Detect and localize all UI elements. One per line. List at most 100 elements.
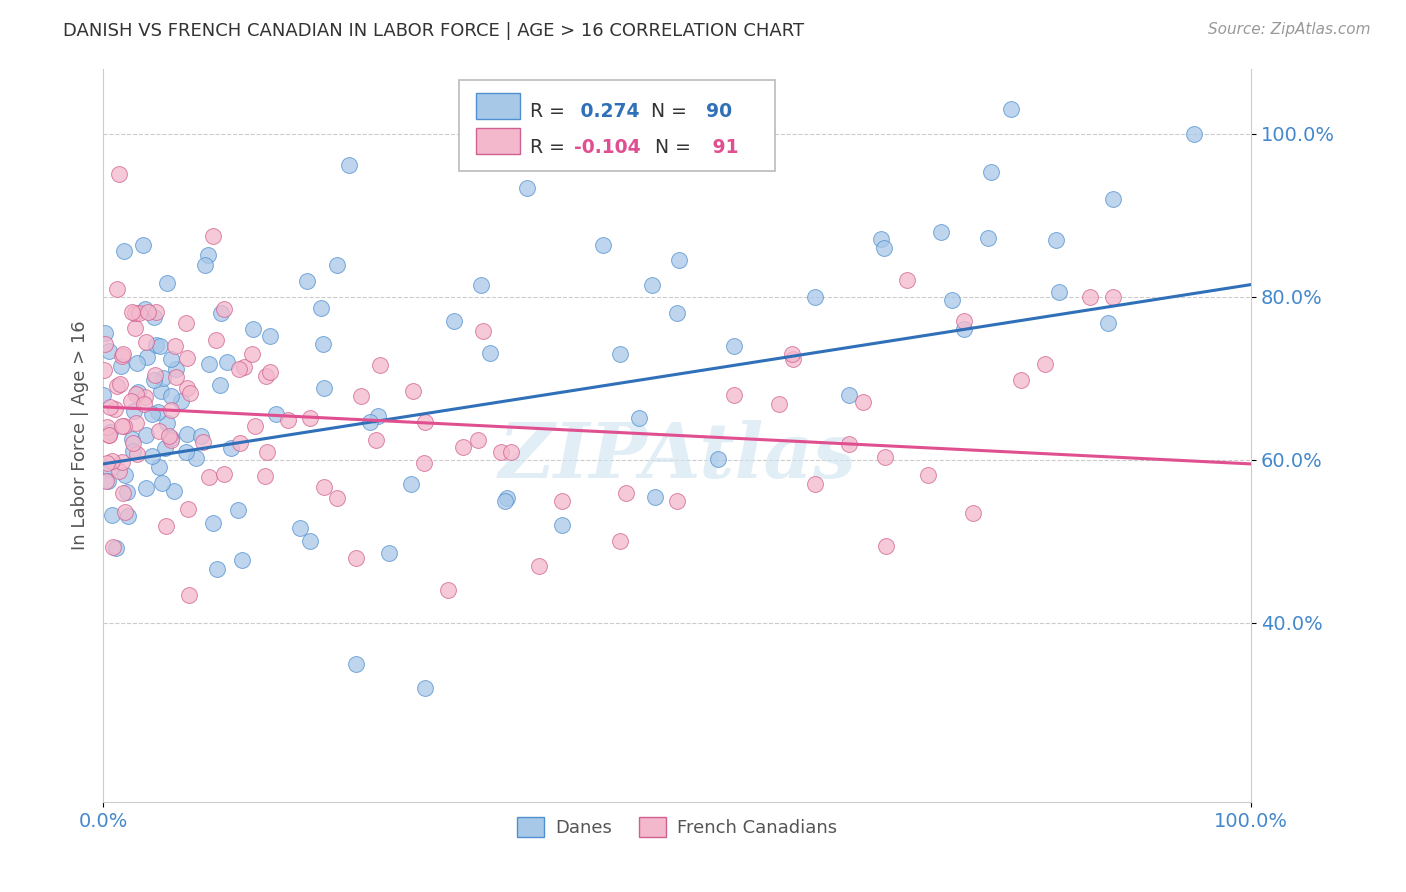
Point xyxy=(159,428,181,442)
Point xyxy=(443,314,465,328)
Point xyxy=(614,486,637,500)
Point xyxy=(127,385,149,400)
Point xyxy=(148,339,170,353)
Point xyxy=(366,434,388,448)
Point xyxy=(231,553,253,567)
Point xyxy=(135,428,157,442)
Point xyxy=(104,401,127,416)
Point xyxy=(117,509,139,524)
Point xyxy=(98,462,121,476)
Point xyxy=(529,558,551,573)
Point xyxy=(592,238,614,252)
Point xyxy=(112,485,135,500)
Point xyxy=(1097,316,1119,330)
Point xyxy=(98,427,121,442)
Point xyxy=(1182,127,1205,141)
Point xyxy=(110,359,132,374)
Point xyxy=(666,493,689,508)
Point xyxy=(240,347,263,361)
Point xyxy=(148,424,170,438)
Text: ZIPAtlas: ZIPAtlas xyxy=(498,420,856,494)
Point xyxy=(111,418,134,433)
Point xyxy=(174,316,197,330)
Point xyxy=(155,519,177,533)
Point xyxy=(399,476,422,491)
Point xyxy=(723,387,745,401)
Point xyxy=(402,384,425,398)
Point xyxy=(159,403,181,417)
Point xyxy=(228,361,250,376)
Point xyxy=(668,252,690,267)
Point xyxy=(953,322,976,336)
Point xyxy=(359,415,381,429)
Point xyxy=(176,502,198,516)
Point xyxy=(1102,290,1125,304)
Point xyxy=(174,445,197,459)
Point xyxy=(165,370,187,384)
Point xyxy=(112,418,135,433)
Point xyxy=(298,410,321,425)
Point xyxy=(94,326,117,341)
Point xyxy=(780,347,803,361)
Point xyxy=(112,347,135,361)
Point xyxy=(197,357,219,371)
Point xyxy=(609,347,631,361)
Point xyxy=(838,436,860,450)
Point xyxy=(496,491,519,505)
Point xyxy=(141,408,163,422)
Point xyxy=(143,374,166,388)
Point xyxy=(156,417,179,431)
Point xyxy=(609,534,631,549)
Point xyxy=(378,546,401,560)
Point xyxy=(112,244,135,258)
Point xyxy=(141,449,163,463)
Point xyxy=(160,389,183,403)
Point xyxy=(259,329,281,343)
Point xyxy=(101,508,124,522)
Point xyxy=(412,456,434,470)
Point xyxy=(350,389,373,403)
Point xyxy=(344,657,367,671)
Text: R =: R = xyxy=(530,103,571,121)
Point xyxy=(768,397,790,411)
Point xyxy=(217,354,239,368)
Point xyxy=(96,456,118,470)
Point xyxy=(804,477,827,491)
Point xyxy=(115,485,138,500)
Point xyxy=(1000,103,1022,117)
Point xyxy=(121,443,143,458)
Point xyxy=(243,418,266,433)
Point xyxy=(96,420,118,434)
Point xyxy=(122,435,145,450)
Point xyxy=(326,491,349,505)
Text: N =: N = xyxy=(643,137,696,156)
Legend: Danes, French Canadians: Danes, French Canadians xyxy=(510,809,844,845)
Point xyxy=(873,241,896,255)
Point xyxy=(804,290,827,304)
Point xyxy=(980,165,1002,179)
Point xyxy=(163,339,186,353)
Point xyxy=(165,361,187,376)
Point xyxy=(114,467,136,482)
Point xyxy=(226,502,249,516)
Point xyxy=(194,259,217,273)
Point xyxy=(413,415,436,429)
Point xyxy=(723,339,745,353)
Point xyxy=(132,238,155,252)
Point xyxy=(205,333,228,347)
FancyBboxPatch shape xyxy=(477,128,520,154)
Point xyxy=(176,381,198,395)
Point xyxy=(107,464,129,478)
Point xyxy=(277,413,299,427)
Point xyxy=(1102,192,1125,206)
Point xyxy=(176,351,198,365)
Point xyxy=(229,436,252,450)
Point xyxy=(870,232,893,246)
Point xyxy=(516,181,538,195)
Point xyxy=(344,550,367,565)
Point xyxy=(929,225,952,239)
Point xyxy=(551,493,574,508)
FancyBboxPatch shape xyxy=(458,79,775,171)
Point xyxy=(367,409,389,424)
Point xyxy=(875,450,897,464)
